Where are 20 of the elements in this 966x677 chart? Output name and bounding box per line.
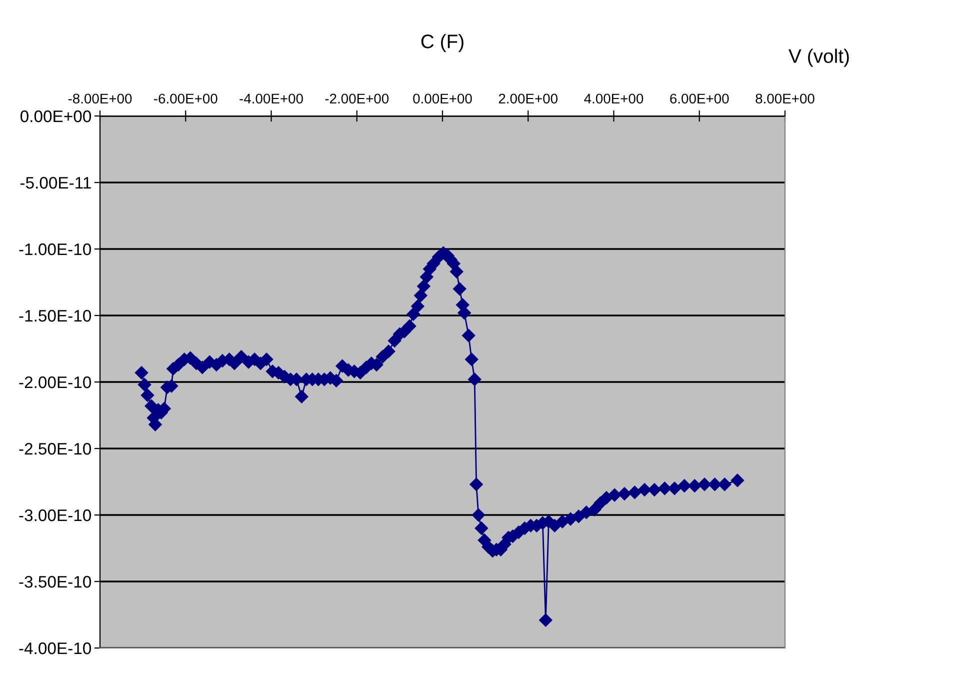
y-tick-label: -2.50E-10 bbox=[19, 442, 92, 455]
y-tick-label: -1.00E-10 bbox=[19, 243, 92, 256]
x-tick-label: -8.00E+00 bbox=[68, 94, 132, 104]
x-tick-label: 0.00E+00 bbox=[413, 94, 472, 104]
y-tick-label: -3.50E-10 bbox=[19, 576, 92, 588]
x-tick-label: 6.00E+00 bbox=[670, 94, 729, 104]
x-tick-label: 8.00E+00 bbox=[756, 94, 814, 104]
y-axis-title: C (F) bbox=[421, 34, 464, 52]
x-tick-label: -2.00E+00 bbox=[325, 94, 389, 104]
x-axis-title: V (volt) bbox=[788, 48, 849, 67]
y-tick-label: -1.50E-10 bbox=[19, 310, 92, 322]
x-tick-label: -6.00E+00 bbox=[154, 94, 218, 104]
x-tick-label: -4.00E+00 bbox=[240, 94, 303, 104]
y-tick-label: -5.00E-11 bbox=[20, 176, 91, 189]
y-tick-label: -4.00E-10 bbox=[19, 642, 92, 654]
y-tick-label: -2.00E-10 bbox=[19, 376, 92, 388]
y-tick-label: 0.00E+00 bbox=[20, 110, 92, 122]
y-tick-label: -3.00E-10 bbox=[19, 509, 92, 522]
x-tick-label: 2.00E+00 bbox=[498, 94, 558, 104]
x-tick-label: 4.00E+00 bbox=[584, 94, 644, 104]
